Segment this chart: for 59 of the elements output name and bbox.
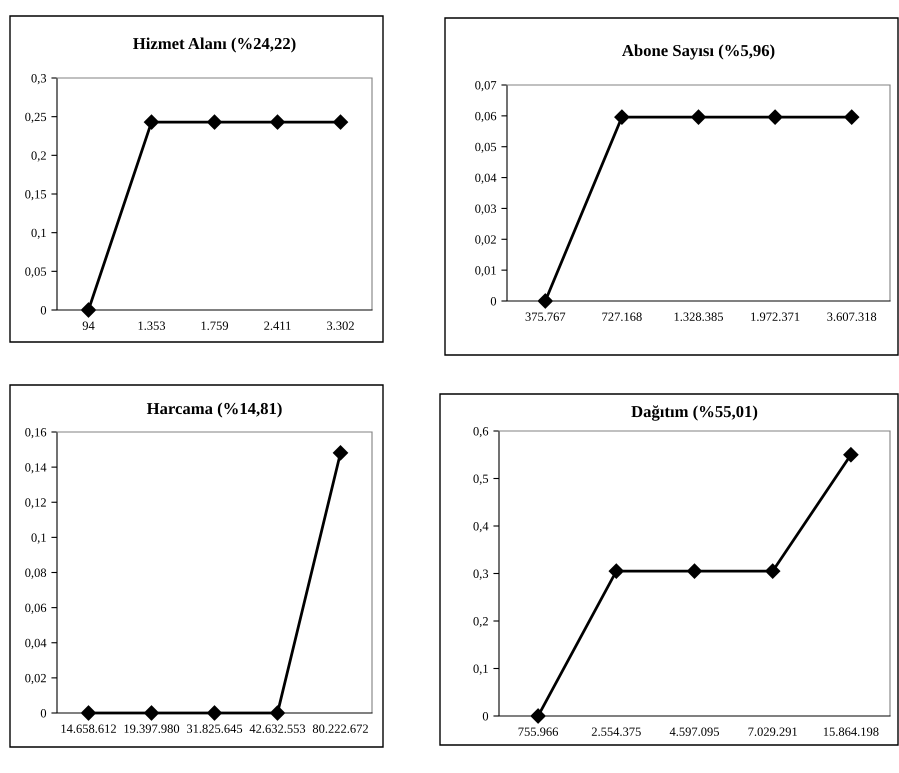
y-tick-label: 0,6 xyxy=(473,427,488,438)
y-tick-label: 0,2 xyxy=(31,151,46,162)
x-tick-label: 19.397.980 xyxy=(124,724,180,733)
y-tick-label: 0,16 xyxy=(25,428,46,438)
y-tick-label: 0,1 xyxy=(31,533,46,544)
y-tick-label: 0,1 xyxy=(31,228,46,239)
x-tick-label: 727.168 xyxy=(602,312,642,321)
y-tick-label: 0,3 xyxy=(31,74,46,84)
y-tick-label: 0,1 xyxy=(473,664,488,675)
chart-title: Dağıtım (%55,01) xyxy=(631,405,758,421)
x-tick-label: 31.825.645 xyxy=(186,724,242,733)
x-tick-label: 94 xyxy=(82,322,95,330)
y-tick-label: 0,02 xyxy=(25,674,46,684)
x-tick-label: 15.864.198 xyxy=(824,727,879,736)
x-tick-label: 375.767 xyxy=(526,312,566,321)
y-tick-label: 0,3 xyxy=(473,570,488,580)
y-tick-label: 0,4 xyxy=(473,522,488,532)
y-tick-label: 0,15 xyxy=(25,190,46,200)
y-tick-label: 0 xyxy=(40,709,46,718)
y-tick-label: 0,06 xyxy=(25,604,46,614)
x-tick-label: 42.632.553 xyxy=(250,724,306,733)
y-tick-label: 0,14 xyxy=(25,463,46,474)
point xyxy=(608,564,624,579)
y-tick-label: 0 xyxy=(40,306,46,314)
y-tick-label: 0,25 xyxy=(25,112,46,123)
y-tick-label: 0,12 xyxy=(25,498,46,509)
y-tick-label: 0,04 xyxy=(25,638,46,650)
x-tick-label: 755.966 xyxy=(518,728,558,736)
y-tick-label: 0,5 xyxy=(473,474,488,485)
y-tick-label: 0,05 xyxy=(475,142,496,153)
point xyxy=(843,447,858,462)
y-tick-label: 0,08 xyxy=(25,568,46,579)
x-tick-label: 2.411 xyxy=(264,322,291,330)
x-tick-label: 14.658.612 xyxy=(61,724,116,733)
x-tick-label: 1.328.385 xyxy=(674,312,724,321)
chart-title: Hizmet Alanı (%24,22) xyxy=(133,37,296,53)
x-tick-label: 4.597.095 xyxy=(670,727,720,736)
y-tick-label: 0 xyxy=(482,712,488,720)
x-tick-label: 2.554.375 xyxy=(592,728,641,736)
point xyxy=(765,564,780,579)
x-tick-label: 80.222.672 xyxy=(312,724,368,733)
x-tick-label: 3.607.318 xyxy=(827,312,876,321)
y-tick-label: 0,02 xyxy=(475,235,496,246)
chart-title: Harcama (%14,81) xyxy=(146,402,282,418)
y-tick-label: 0 xyxy=(490,297,496,306)
y-tick-label: 0,06 xyxy=(475,112,496,122)
x-tick-label: 1.759 xyxy=(202,322,228,330)
y-tick-label: 0,03 xyxy=(475,204,496,215)
chart-title: Abone Sayısı (%5,96) xyxy=(622,44,774,60)
x-tick-label: 3.302 xyxy=(327,321,354,330)
y-tick-label: 0,07 xyxy=(475,81,496,92)
y-tick-label: 0,2 xyxy=(473,617,488,628)
x-tick-label: 1.972.371 xyxy=(751,312,800,321)
y-tick-label: 0,04 xyxy=(475,174,496,184)
point xyxy=(686,564,702,579)
y-tick-label: 0,01 xyxy=(475,266,496,276)
y-tick-label: 0,05 xyxy=(25,267,46,278)
x-tick-label: 1.353 xyxy=(138,322,166,330)
x-tick-label: 7.029.291 xyxy=(748,727,797,736)
